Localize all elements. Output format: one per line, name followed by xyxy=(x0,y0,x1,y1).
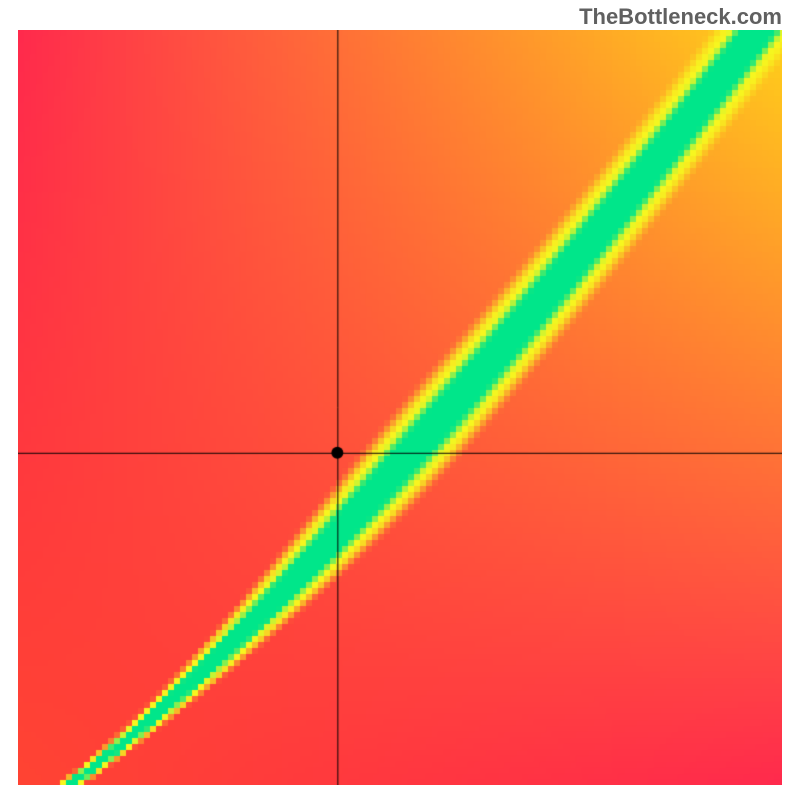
chart-container: TheBottleneck.com xyxy=(0,0,800,800)
overlay-canvas xyxy=(18,30,782,785)
watermark-text: TheBottleneck.com xyxy=(579,4,782,30)
